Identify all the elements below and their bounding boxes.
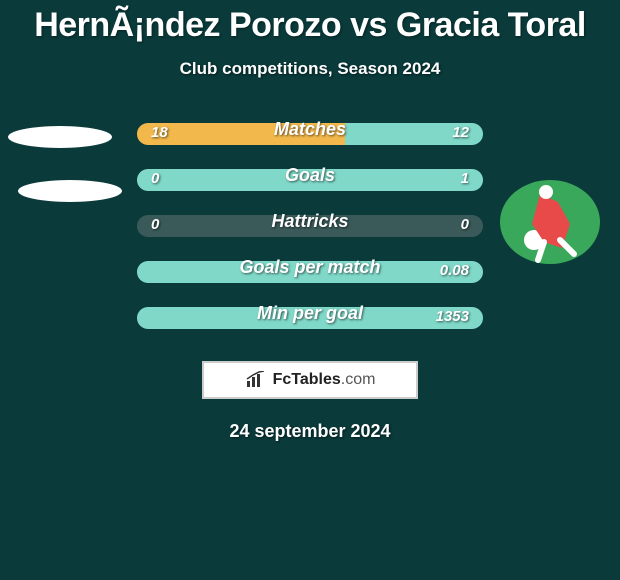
player-left-badge-2 — [18, 180, 122, 202]
page-title: HernÃ¡ndez Porozo vs Gracia Toral — [0, 0, 620, 45]
stat-value-right: 12 — [452, 124, 469, 141]
date-text: 24 september 2024 — [0, 421, 620, 442]
stat-value-right: 0.08 — [440, 262, 469, 279]
stat-value-right: 1 — [461, 170, 469, 187]
stat-row: Min per goal1353 — [137, 307, 483, 329]
stat-row: 0Hattricks0 — [137, 215, 483, 237]
stat-value-left: 18 — [151, 124, 168, 141]
stat-fill-right — [137, 307, 483, 329]
stat-row: 0Goals1 — [137, 169, 483, 191]
player-left-badge-1 — [8, 126, 112, 148]
branding-text: FcTables.com — [273, 371, 376, 389]
stat-value-left: 0 — [151, 216, 159, 233]
branding-name: FcTables — [273, 371, 341, 388]
stat-value-right: 0 — [461, 216, 469, 233]
stat-row: 18Matches12 — [137, 123, 483, 145]
stat-fill-right — [137, 169, 483, 191]
page-subtitle: Club competitions, Season 2024 — [0, 59, 620, 79]
branding-domain: .com — [341, 371, 376, 388]
player-right-badge — [500, 180, 600, 264]
stat-fill-right — [137, 261, 483, 283]
stat-row: Goals per match0.08 — [137, 261, 483, 283]
stat-value-left: 0 — [151, 170, 159, 187]
branding-box: FcTables.com — [202, 361, 418, 399]
branding-chart-icon — [245, 371, 267, 389]
stat-value-right: 1353 — [436, 308, 469, 325]
stat-label: Hattricks — [137, 211, 483, 232]
stat-fill-left — [137, 123, 345, 145]
